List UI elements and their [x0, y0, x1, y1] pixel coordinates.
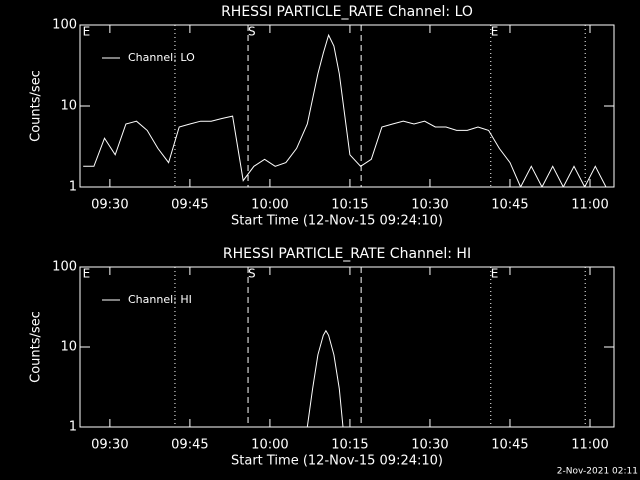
y-tick-label: 1 — [69, 180, 77, 195]
x-tick-label: 11:00 — [571, 198, 608, 213]
time-marker-label: S — [248, 267, 256, 281]
x-axis-label: Start Time (12-Nov-15 09:24:10) — [231, 214, 443, 229]
data-line — [306, 329, 344, 427]
x-tick-label: 10:15 — [331, 198, 368, 213]
plot-frame — [79, 24, 615, 188]
time-marker-label: E — [83, 267, 91, 281]
x-tick-label: 10:00 — [251, 198, 288, 213]
x-tick-label: 10:30 — [411, 198, 448, 213]
y-tick-label: 1 — [69, 420, 77, 435]
x-tick-label: 10:00 — [251, 438, 288, 453]
x-axis-label: Start Time (12-Nov-15 09:24:10) — [231, 454, 443, 469]
plot-frame — [79, 266, 615, 428]
footer: 2-Nov-2021 02:11 — [557, 467, 638, 477]
x-tick-label: 09:45 — [171, 198, 208, 213]
y-tick-label: 100 — [52, 18, 77, 33]
y-tick-label: 100 — [52, 260, 77, 275]
x-tick-label: 10:45 — [491, 438, 528, 453]
y-axis-label: Counts/sec — [29, 70, 44, 142]
x-tick-label: 09:45 — [171, 438, 208, 453]
x-tick-label: 10:45 — [491, 198, 528, 213]
x-tick-label: 10:15 — [331, 438, 368, 453]
x-tick-label: 11:00 — [571, 438, 608, 453]
time-marker-label: E — [491, 25, 499, 39]
chart-title: RHESSI PARTICLE_RATE Channel: LO — [221, 4, 473, 20]
legend-label: Channel: LO — [128, 51, 195, 64]
data-line — [83, 33, 607, 187]
y-tick-label: 10 — [60, 340, 77, 355]
y-axis-label: Counts/sec — [29, 311, 44, 383]
time-marker-label: E — [491, 267, 499, 281]
x-tick-label: 10:30 — [411, 438, 448, 453]
x-tick-label: 09:30 — [91, 438, 128, 453]
time-marker-label: S — [248, 25, 256, 39]
x-tick-label: 09:30 — [91, 198, 128, 213]
chart-title: RHESSI PARTICLE_RATE Channel: HI — [223, 246, 471, 262]
y-tick-label: 10 — [60, 99, 77, 114]
legend-label: Channel: HI — [128, 293, 192, 306]
time-marker-label: E — [83, 25, 91, 39]
